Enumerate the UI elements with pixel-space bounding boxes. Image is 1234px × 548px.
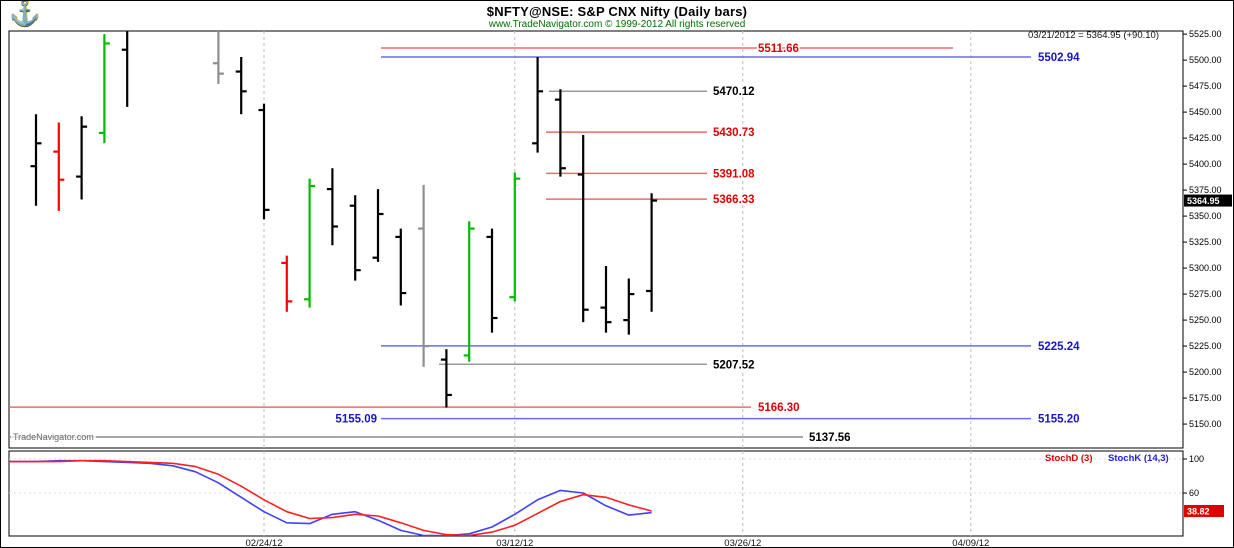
watermark: TradeNavigator.com [11, 432, 96, 442]
ohlc-bar [554, 89, 566, 177]
price-axis-label: 5275.00 [1189, 289, 1222, 299]
date-axis-label: 03/26/12 [724, 538, 761, 548]
price-axis-label: 5300.00 [1189, 263, 1222, 273]
price-level-label: 5430.73 [713, 127, 755, 139]
ohlc-bar [372, 189, 384, 262]
ohlc-bar [395, 228, 407, 306]
stochd-legend[interactable]: StochD (3) [1045, 453, 1093, 464]
price-level-label: 5502.94 [1038, 52, 1080, 64]
ohlc-bar [349, 195, 361, 281]
price-axis-label: 5150.00 [1189, 419, 1222, 429]
ohlc-bar [281, 255, 293, 312]
stoch-axis-label: 60 [1189, 488, 1199, 498]
date-axis-label: 04/09/12 [952, 538, 989, 548]
ohlc-bar [212, 31, 224, 85]
ohlc-bar [577, 134, 589, 323]
price-axis-label: 5500.00 [1189, 55, 1222, 65]
price-level-label-left: 5155.09 [335, 414, 377, 426]
stochastic-lines [9, 459, 652, 536]
ohlc-bar [167, 1, 178, 12]
date-axis-label: 03/12/12 [496, 538, 533, 548]
ohlc-bar [463, 221, 475, 362]
price-level-label: 5155.20 [1038, 414, 1080, 426]
stoch-value-badge [1184, 505, 1224, 518]
stoch-k-line [9, 459, 652, 536]
price-level-label: 5470.12 [713, 86, 755, 98]
price-level-label: 5207.52 [713, 359, 755, 371]
price-axis-label: 5250.00 [1189, 315, 1222, 325]
stoch-axis-label: 100 [1189, 454, 1204, 464]
ohlc-bar [98, 34, 110, 144]
price-axis-label: 5375.00 [1189, 185, 1222, 195]
last-quote-info: 03/21/2012 = 5364.95 (+90.10) [1027, 30, 1159, 41]
main-price-panel [8, 30, 1184, 449]
ohlc-bar [600, 266, 612, 333]
price-axis-label: 5450.00 [1189, 107, 1222, 117]
ohlc-bar [509, 172, 521, 302]
price-axis-label: 5200.00 [1189, 367, 1222, 377]
price-axis-label: 5425.00 [1189, 133, 1222, 143]
price-axis-label: 5325.00 [1189, 237, 1222, 247]
date-axis-label: 02/24/12 [246, 538, 283, 548]
ohlc-bar [418, 184, 430, 367]
price-axis-label: 5350.00 [1189, 211, 1222, 221]
last-price-badge [1184, 194, 1232, 207]
price-level-label: 5391.08 [713, 168, 755, 180]
ohlc-bar [532, 56, 544, 153]
price-level-label: 5137.56 [809, 432, 851, 444]
last-price-badge-text: 5364.95 [1187, 196, 1220, 206]
ohlc-bar [623, 278, 635, 335]
copyright-notice: www.TradeNavigator.com © 1999-2012 All r… [488, 19, 746, 30]
ohlc-bar [190, 1, 201, 20]
ohlc-bar [440, 349, 452, 408]
ohlc-bar [646, 193, 658, 312]
price-axis-label: 5175.00 [1189, 393, 1222, 403]
price-level-label: 5166.30 [758, 402, 800, 414]
stoch-d-line [9, 459, 652, 536]
price-level-label: 5511.66 [758, 43, 799, 55]
ohlc-bar [258, 103, 270, 220]
price-level-label: 5225.24 [1038, 341, 1080, 353]
ohlc-bar [30, 114, 42, 206]
ohlc-bar [121, 31, 129, 107]
ohlc-bar [53, 122, 65, 211]
price-axis-label: 5225.00 [1189, 341, 1222, 351]
stochk-legend[interactable]: StochK (14,3) [1108, 453, 1169, 464]
price-axis-label: 5400.00 [1189, 159, 1222, 169]
ohlc-bar [76, 116, 88, 200]
price-level-label: 5366.33 [713, 194, 755, 206]
ohlc-bar [326, 168, 338, 246]
ohlc-bar [304, 178, 316, 308]
ohlc-bar [235, 56, 247, 115]
price-axis-label: 5475.00 [1189, 81, 1222, 91]
ohlc-bar [486, 228, 498, 333]
stoch-value-badge-text: 38.82 [1187, 507, 1210, 517]
price-axis-label: 5525.00 [1189, 29, 1222, 39]
ohlc-bar [145, 1, 156, 30]
chart-title: $NFTY@NSE: S&P CNX Nifty (Daily bars) [486, 4, 748, 19]
ohlc-bars [30, 1, 658, 408]
